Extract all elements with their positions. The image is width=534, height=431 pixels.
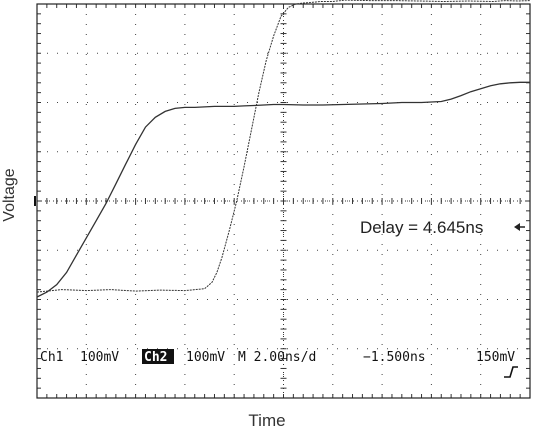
ch1-label: Ch1 xyxy=(40,350,63,365)
left-arrow-icon xyxy=(514,223,525,231)
trigger-level-readout: 150mV xyxy=(476,350,515,365)
series-1-line xyxy=(36,81,530,298)
ch2-label-bg xyxy=(142,349,174,364)
plot-frame xyxy=(36,3,531,399)
traces xyxy=(36,0,531,298)
rising-edge-trigger-icon xyxy=(504,366,518,378)
x-axis-label: Time xyxy=(248,411,286,430)
ch2-label: Ch2 xyxy=(144,350,167,365)
series-2-line xyxy=(36,0,531,293)
grid xyxy=(37,4,530,398)
position-readout: −1.500ns xyxy=(363,350,426,365)
ch2-scale: 100mV xyxy=(186,350,225,365)
ch1-scale: 100mV xyxy=(80,350,119,365)
delay-readout: Delay = 4.645ns xyxy=(360,218,483,237)
tick-marks xyxy=(34,3,531,399)
timebase-readout: M 2.00ns/d xyxy=(238,350,316,365)
